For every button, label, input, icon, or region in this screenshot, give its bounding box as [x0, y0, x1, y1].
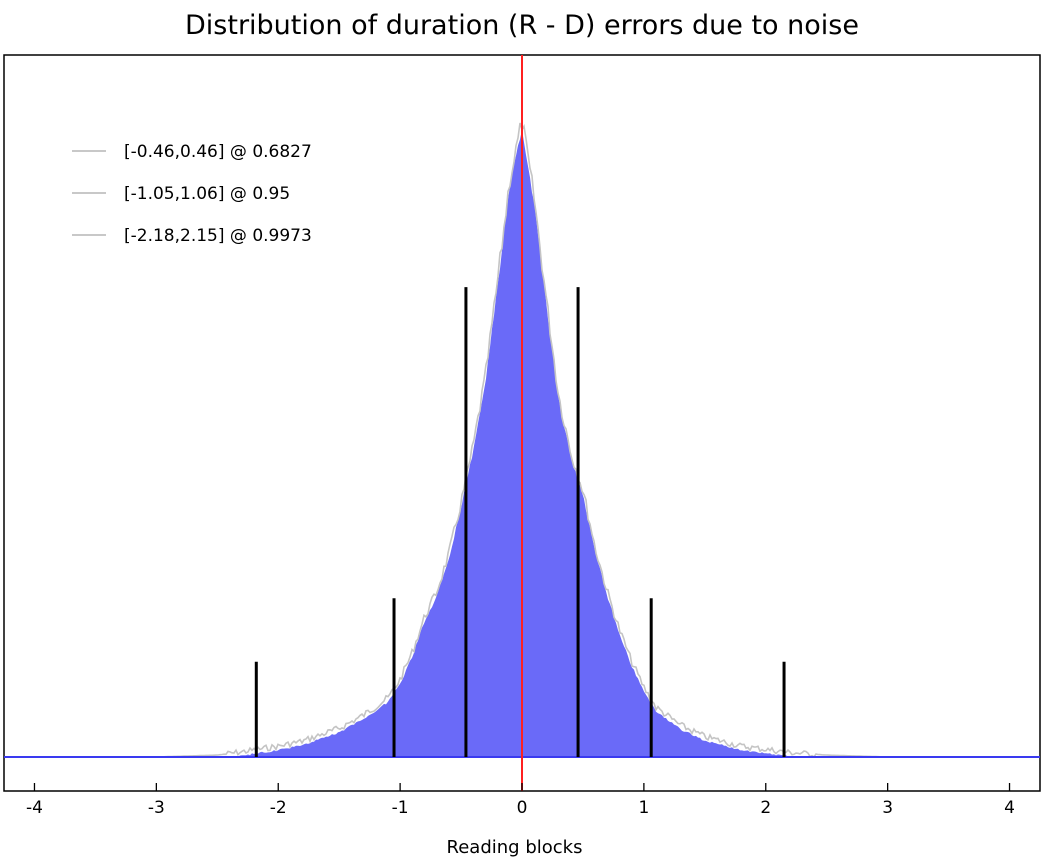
x-tick-label: -4: [26, 798, 43, 818]
x-tick-label: 1: [638, 798, 649, 818]
x-tick-label: 3: [882, 798, 893, 818]
legend-label-3: [-2.18,2.15] @ 0.9973: [124, 226, 312, 246]
x-axis-ticks: -4 -3 -2 -1 0 1 2 3 4: [26, 783, 1015, 818]
x-tick-label: 2: [760, 798, 771, 818]
x-tick-label: -3: [148, 798, 165, 818]
legend: [-0.46,0.46] @ 0.6827 [-1.05,1.06] @ 0.95…: [72, 142, 312, 246]
x-tick-label: -1: [392, 798, 409, 818]
x-tick-label: 4: [1004, 798, 1015, 818]
chart-title: Distribution of duration (R - D) errors …: [185, 10, 859, 41]
x-tick-label: 0: [517, 798, 528, 818]
x-axis-label: Reading blocks: [446, 837, 583, 858]
interval-markers: [254, 55, 786, 791]
legend-label-2: [-1.05,1.06] @ 0.95: [124, 184, 290, 204]
legend-label-1: [-0.46,0.46] @ 0.6827: [124, 142, 312, 162]
x-tick-label: -2: [270, 798, 287, 818]
